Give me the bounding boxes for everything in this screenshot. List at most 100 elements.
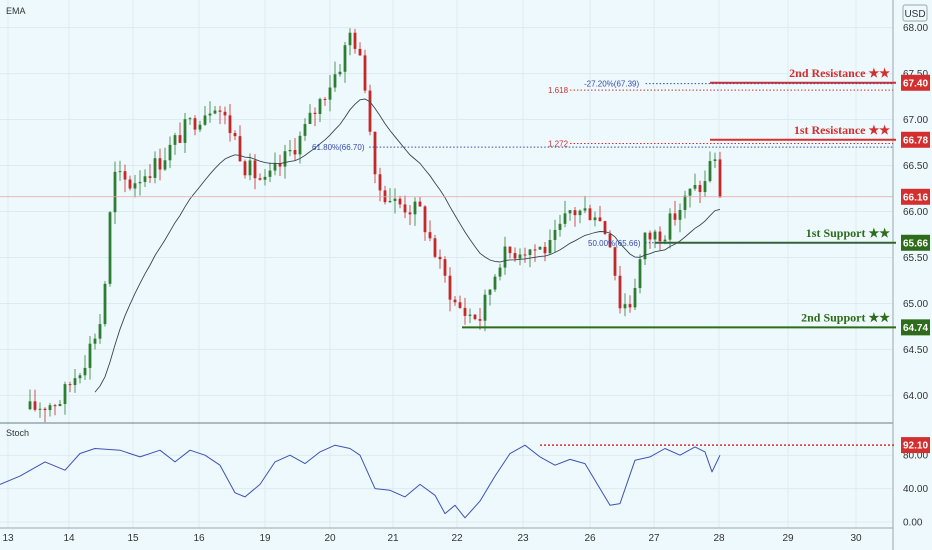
candle-body	[588, 208, 592, 221]
candle-body	[143, 176, 147, 182]
candle-body	[573, 210, 577, 216]
candle-body	[518, 254, 522, 259]
candle-body	[228, 115, 232, 134]
candle-body	[113, 171, 117, 213]
currency-label[interactable]: USD	[904, 9, 925, 20]
candle-body	[273, 163, 277, 171]
candle-body	[453, 299, 457, 303]
candle-body	[38, 408, 42, 410]
candle-body	[713, 159, 717, 162]
date-tick-label: 23	[517, 533, 529, 544]
candle-body	[668, 213, 672, 240]
candle-body	[558, 223, 562, 230]
candle-body	[258, 178, 262, 180]
date-tick-label: 26	[584, 533, 596, 544]
candle-body	[203, 115, 207, 125]
fib-label: 1.618	[548, 86, 569, 95]
candle-body	[628, 304, 632, 308]
date-tick-label: 21	[387, 533, 399, 544]
fib-label: 1.272	[548, 139, 569, 148]
candle-body	[618, 275, 622, 309]
candle-body	[68, 384, 72, 386]
candle-body	[148, 176, 152, 178]
candle-body	[583, 208, 587, 211]
level-label: 2nd Support ★★	[801, 310, 890, 324]
candle-body	[388, 200, 392, 203]
candle-body	[118, 171, 122, 173]
candle-body	[418, 201, 422, 207]
candle-body	[253, 160, 257, 179]
candle-body	[678, 209, 682, 220]
candle-body	[543, 246, 547, 254]
date-tick-label: 28	[713, 533, 725, 544]
level-price-tag	[901, 74, 930, 91]
candle-body	[538, 246, 542, 250]
candle-body	[58, 404, 62, 406]
candle-body	[333, 74, 337, 88]
date-tick-label: 14	[63, 533, 75, 544]
candle-body	[463, 307, 467, 316]
level-price-tag	[901, 131, 930, 148]
candle-body	[433, 238, 437, 257]
candle-body	[98, 324, 102, 339]
candle-body	[238, 136, 242, 162]
ema-line	[94, 98, 721, 393]
candle-body	[348, 32, 352, 46]
candle-body	[133, 183, 137, 189]
candle-body	[658, 231, 662, 242]
candle-body	[73, 378, 77, 386]
candle-body	[173, 135, 177, 145]
candle-body	[548, 239, 552, 254]
candle-body	[483, 294, 487, 321]
level-label: 1st Support ★★	[806, 226, 890, 240]
level-price-value: 64.74	[903, 323, 928, 334]
candle-body	[623, 304, 627, 309]
candle-body	[443, 259, 447, 276]
date-tick-label: 13	[2, 533, 14, 544]
candle-body	[303, 124, 307, 136]
candle-body	[168, 144, 172, 161]
candle-body	[373, 131, 377, 175]
candle-body	[473, 314, 477, 320]
candle-body	[633, 288, 637, 308]
stochastic-line	[0, 444, 721, 519]
candle-body	[353, 32, 357, 49]
fib-label: 50.00%(65.66)	[588, 239, 641, 248]
price-tick-label: 64.00	[903, 391, 928, 402]
candle-body	[638, 259, 642, 289]
date-tick-label: 29	[782, 533, 794, 544]
candle-body	[288, 150, 292, 152]
candle-body	[83, 367, 87, 376]
candle-body	[523, 254, 527, 256]
candle-body	[193, 118, 197, 130]
candle-body	[718, 159, 722, 198]
level-label: 1st Resistance ★★	[794, 123, 890, 137]
candle-body	[428, 232, 432, 239]
candle-body	[413, 201, 417, 215]
candle-body	[128, 179, 132, 189]
candle-body	[383, 190, 387, 203]
candle-body	[283, 151, 287, 167]
candle-body	[103, 283, 107, 325]
candle-body	[33, 401, 37, 410]
candle-body	[323, 98, 327, 100]
candle-body	[178, 135, 182, 143]
osc-tick-label: 0.00	[903, 518, 923, 529]
date-tick-label: 30	[850, 533, 862, 544]
fib-label: 61.80%(66.70)	[312, 143, 365, 152]
price-tick-label: 67.50	[903, 69, 928, 80]
price-tick-label: 67.00	[903, 115, 928, 126]
candle-body	[663, 239, 667, 242]
candle-body	[48, 405, 52, 411]
candle-body	[198, 124, 202, 130]
candle-body	[343, 45, 347, 72]
candle-body	[648, 232, 652, 240]
level-price-tag	[901, 319, 930, 336]
candle-body	[498, 267, 502, 277]
candle-body	[108, 212, 112, 284]
candle-body	[393, 198, 397, 201]
candle-body	[278, 163, 282, 167]
candle-body	[608, 233, 612, 248]
candle-body	[448, 275, 452, 300]
